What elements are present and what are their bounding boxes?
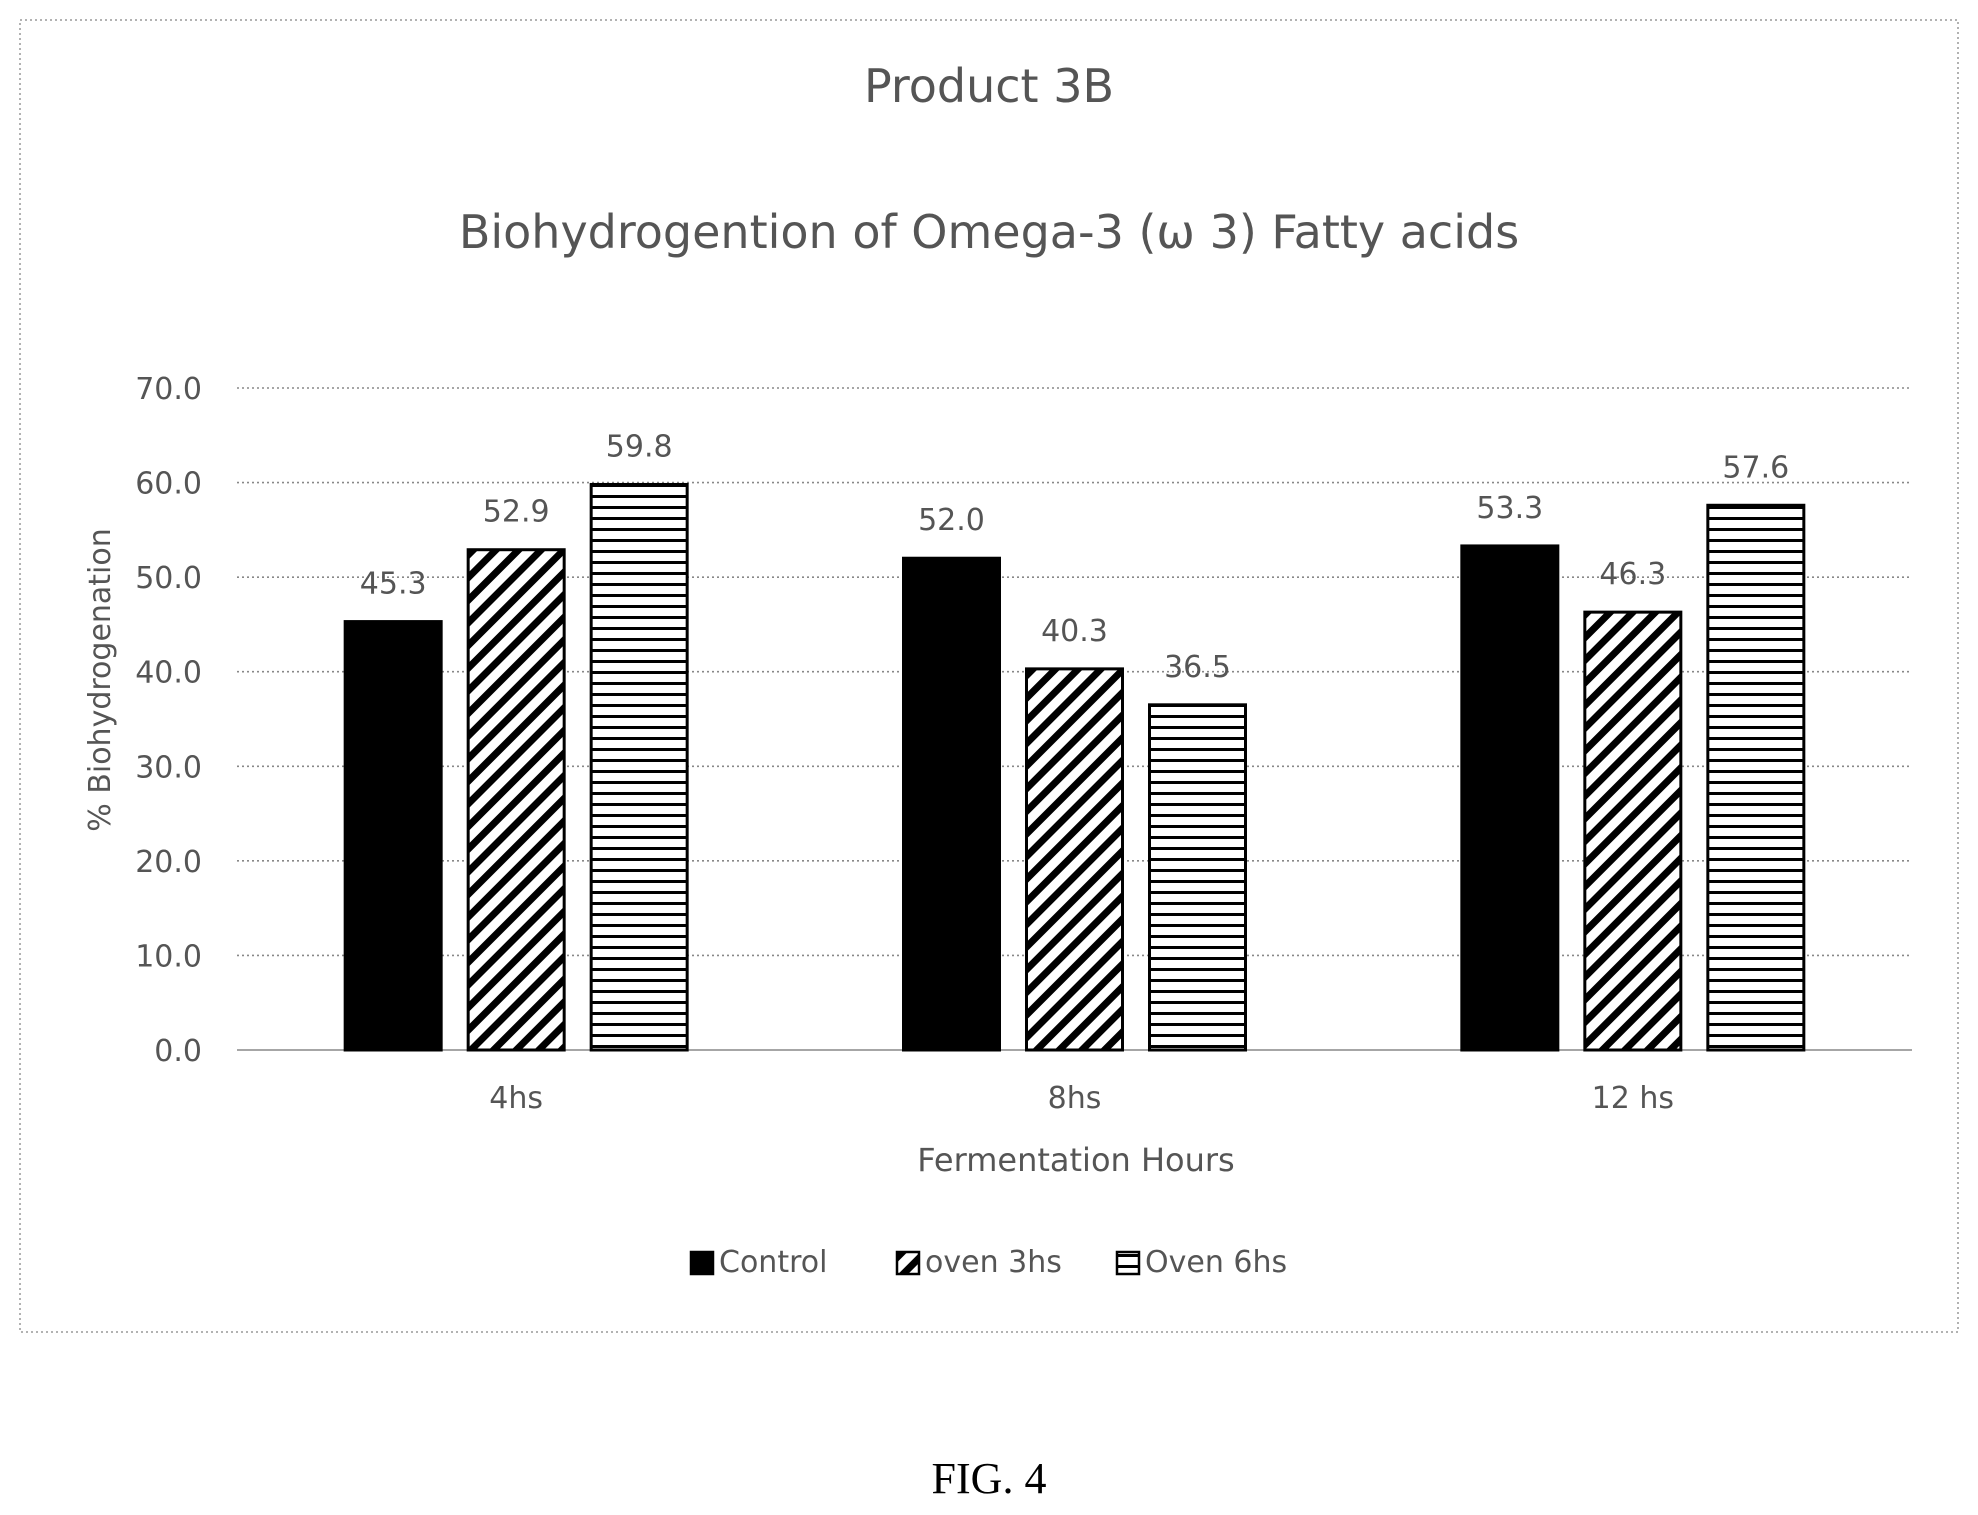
data-label: 59.8 [606,429,673,464]
y-tick-label: 70.0 [135,372,202,407]
chart-subtitle: Biohydrogention of Omega-3 (ω 3) Fatty a… [459,205,1519,259]
bar-oven-6hs [1706,503,1806,1052]
data-labels: 45.3 52.9 59.8 52.0 40.3 36.5 53.3 46.3 57.6 [360,429,1789,684]
bars [343,482,1806,1052]
data-label: 46.3 [1599,557,1666,592]
bar-oven-3hs [1025,667,1124,1052]
y-axis-ticks: 0.0 10.0 20.0 30.0 40.0 50.0 60.0 70.0 [135,372,202,1069]
y-axis-title: % Biohydrogenation [83,528,118,832]
x-axis-title: Fermentation Hours [917,1141,1234,1179]
y-tick-label: 0.0 [154,1034,202,1069]
bar-control [343,620,443,1052]
x-tick-label: 8hs [1048,1081,1102,1116]
bar-oven-3hs [466,548,566,1052]
data-label: 52.9 [483,495,550,530]
y-tick-label: 40.0 [135,656,202,691]
y-tick-label: 20.0 [135,845,202,880]
data-label: 36.5 [1164,650,1231,685]
legend-label: oven 3hs [925,1245,1062,1280]
legend-swatch [1115,1250,1141,1276]
bar-oven-6hs [589,482,689,1052]
bar-control [902,556,1001,1052]
x-axis-ticks: 4hs 8hs 12 hs [489,1081,1674,1116]
data-label: 45.3 [360,567,427,602]
data-label: 57.6 [1722,450,1789,485]
y-tick-label: 10.0 [135,939,202,974]
chart-title: Product 3B [864,59,1114,113]
legend-swatch [895,1250,921,1276]
y-tick-label: 30.0 [135,750,202,785]
data-label: 53.3 [1476,491,1543,526]
data-label: 40.3 [1041,614,1108,649]
legend-label: Oven 6hs [1145,1245,1287,1280]
data-label: 52.0 [918,503,985,538]
legend: Control oven 3hs Oven 6hs [689,1245,1287,1280]
x-tick-label: 12 hs [1592,1081,1674,1116]
legend-swatch [689,1250,715,1276]
bar-oven-6hs [1148,703,1247,1052]
legend-label: Control [719,1245,827,1280]
figure-caption: FIG. 4 [932,1454,1047,1503]
x-tick-label: 4hs [489,1081,543,1116]
y-tick-label: 50.0 [135,561,202,596]
bar-oven-3hs [1583,610,1683,1052]
bar-control [1460,544,1560,1052]
y-tick-label: 60.0 [135,467,202,502]
